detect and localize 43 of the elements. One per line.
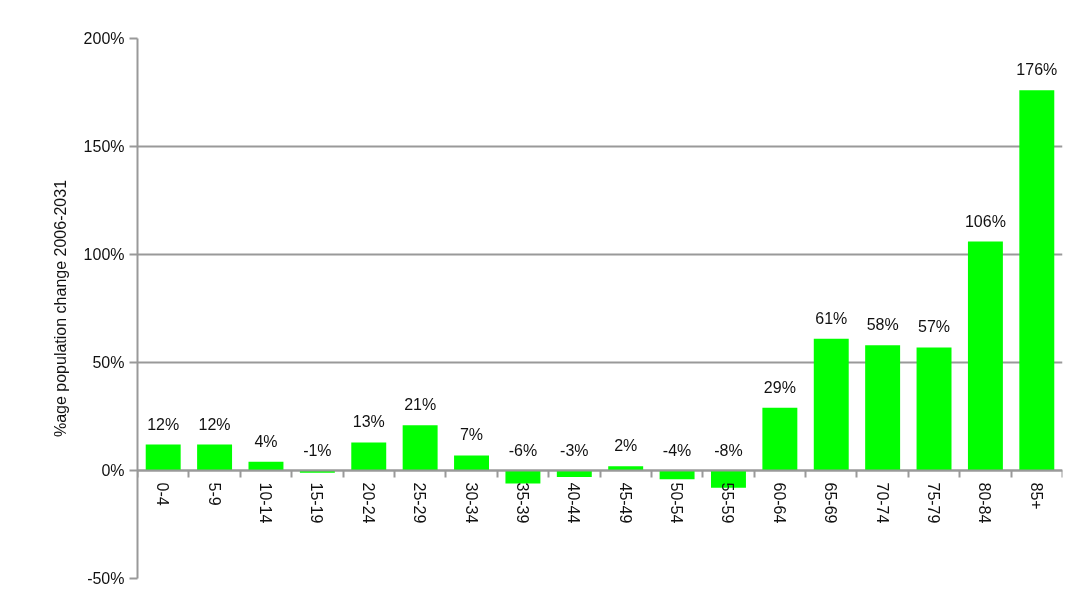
data-label: 58% xyxy=(866,316,899,334)
x-tick-label: 55-59 xyxy=(719,482,737,524)
x-tick-label: 30-34 xyxy=(462,482,480,524)
y-tick-label: -50% xyxy=(87,570,125,587)
data-label: 106% xyxy=(964,212,1006,230)
data-label: 2% xyxy=(614,437,638,455)
x-tick-label: 35-39 xyxy=(513,482,531,524)
x-tick-label: 65-69 xyxy=(822,482,840,524)
data-label: -3% xyxy=(560,441,589,459)
data-label: -1% xyxy=(303,441,332,459)
x-tick-label: 40-44 xyxy=(565,482,583,524)
x-tick-label: 5-9 xyxy=(205,482,223,506)
x-tick-label: 80-84 xyxy=(976,482,994,524)
x-tick-label: 25-29 xyxy=(411,482,429,524)
data-label: 61% xyxy=(815,309,848,327)
x-tick-label: 75-79 xyxy=(925,482,943,524)
y-tick-label: 100% xyxy=(83,246,125,263)
data-label: 13% xyxy=(352,413,385,431)
x-tick-label: 50-54 xyxy=(668,482,686,524)
x-tick-label: 70-74 xyxy=(873,482,891,524)
data-label: 21% xyxy=(404,396,437,414)
data-label: 12% xyxy=(147,415,180,433)
x-tick-label: 45-49 xyxy=(616,482,634,524)
x-tick-label: 0-4 xyxy=(154,482,172,506)
data-label: 176% xyxy=(1016,61,1058,79)
data-label: 12% xyxy=(198,415,231,433)
y-tick-label: 150% xyxy=(83,138,125,155)
data-label: 7% xyxy=(459,426,484,444)
data-label: -8% xyxy=(714,441,743,459)
y-tick-label: 50% xyxy=(92,354,125,371)
y-tick-label: 0% xyxy=(101,462,125,479)
y-tick-label: 200% xyxy=(83,30,125,47)
data-label: -4% xyxy=(662,441,692,459)
data-label: 57% xyxy=(918,318,951,336)
x-tick-label: 10-14 xyxy=(256,482,274,524)
data-label: 29% xyxy=(763,378,796,396)
x-tick-label: 20-24 xyxy=(359,482,377,524)
x-tick-label: 15-19 xyxy=(308,482,326,524)
x-tick-label: 60-64 xyxy=(770,482,788,524)
data-label: -6% xyxy=(508,441,538,459)
data-label: 4% xyxy=(254,432,278,450)
x-tick-label: 85+ xyxy=(1027,482,1045,510)
y-axis-title: %age population change 2006-2031 xyxy=(51,179,69,438)
